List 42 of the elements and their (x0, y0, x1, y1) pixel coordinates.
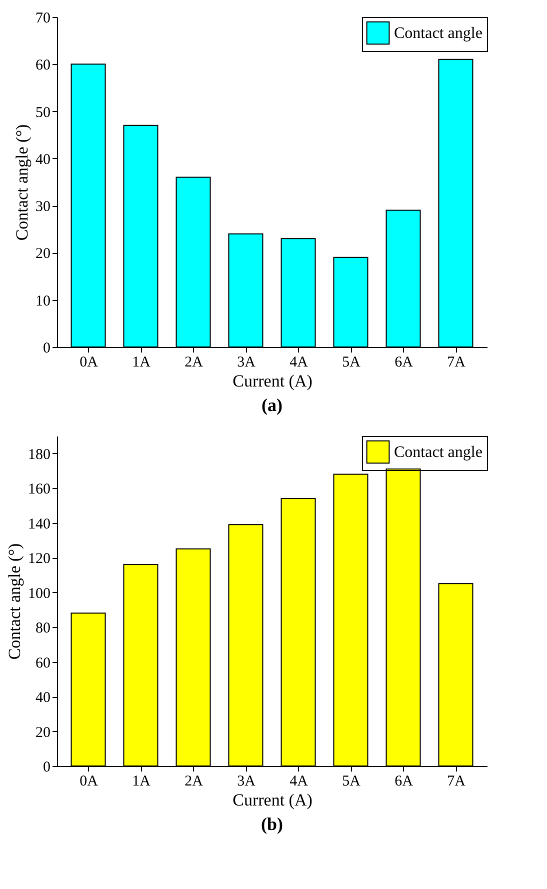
x-tick-label: 5A (342, 354, 361, 370)
y-tick-label: 0 (43, 340, 50, 356)
x-tick-label: 7A (447, 354, 466, 370)
y-tick-label: 60 (36, 58, 50, 74)
x-tick-label: 6A (394, 354, 414, 370)
text: (a) (262, 395, 282, 415)
y-tick-label: 50 (36, 104, 50, 121)
x-tick-label: 2A (184, 774, 204, 790)
x-tick-label: 4A (290, 774, 308, 790)
x-tick-label: 3A (237, 354, 256, 370)
x-tick-label: 4A (290, 354, 308, 370)
y-tick-label: 140 (28, 516, 50, 532)
y-tick-label: 30 (36, 199, 50, 216)
y-tick-label: 40 (36, 690, 50, 706)
x-axis-title: Current (A) (232, 372, 312, 390)
legend-label: Contact angle (394, 444, 482, 461)
legend-label: Contact angle (394, 25, 482, 42)
y-tick-label: 120 (28, 551, 50, 568)
y-tick-label: 180 (28, 446, 50, 463)
y-tick-label: 160 (28, 482, 50, 498)
text: (b) (261, 814, 284, 834)
y-tick-label: 60 (36, 655, 50, 672)
x-tick-label: 3A (237, 774, 256, 790)
y-tick-label: 20 (36, 246, 50, 262)
y-axis-title: Contact angle (°) (12, 124, 32, 241)
y-tick-label: 20 (36, 724, 50, 741)
x-tick-label: 1A (132, 354, 151, 370)
x-tick-label: 1A (132, 774, 151, 790)
x-tick-label: 5A (342, 774, 361, 790)
y-axis-title: Contact angle (°) (5, 543, 24, 660)
x-tick-label: 0A (80, 774, 98, 790)
x-tick-label: 0A (80, 354, 98, 370)
y-tick-label: 100 (28, 586, 50, 602)
x-tick-label: 7A (447, 774, 466, 790)
x-tick-label: 6A (394, 774, 414, 790)
y-tick-label: 80 (36, 620, 50, 637)
y-tick-label: 10 (36, 293, 50, 310)
y-tick-label: 70 (36, 10, 50, 26)
y-tick-label: 0 (43, 760, 50, 776)
x-tick-label: 2A (184, 354, 204, 370)
x-axis-title: Current (A) (232, 790, 312, 810)
y-tick-label: 40 (36, 152, 50, 168)
